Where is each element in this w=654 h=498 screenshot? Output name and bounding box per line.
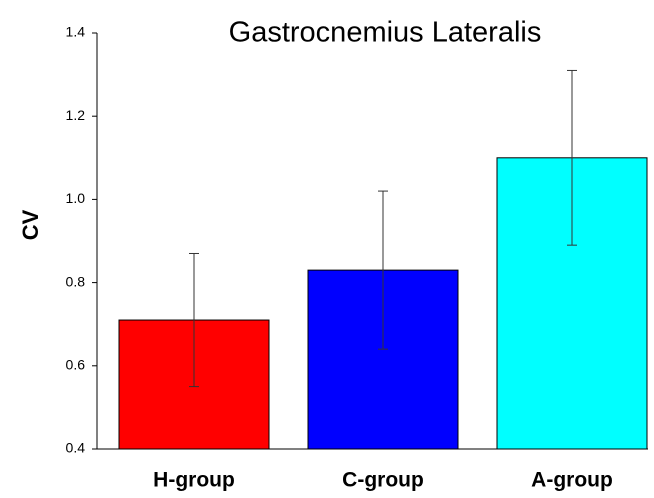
y-axis-label: CV bbox=[18, 209, 43, 240]
y-tick-label: 1.4 bbox=[66, 24, 86, 40]
chart-title: Gastrocnemius Lateralis bbox=[229, 17, 542, 49]
y-tick-label: 1.2 bbox=[66, 107, 86, 123]
y-tick-label: 0.4 bbox=[66, 440, 86, 456]
x-tick-label: H-group bbox=[153, 469, 235, 492]
y-tick-label: 0.8 bbox=[66, 273, 86, 289]
y-tick-label: 0.6 bbox=[66, 357, 86, 373]
y-tick-label: 1.0 bbox=[66, 190, 86, 206]
x-tick-label: C-group bbox=[342, 469, 424, 492]
x-tick-label: A-group bbox=[531, 469, 613, 492]
